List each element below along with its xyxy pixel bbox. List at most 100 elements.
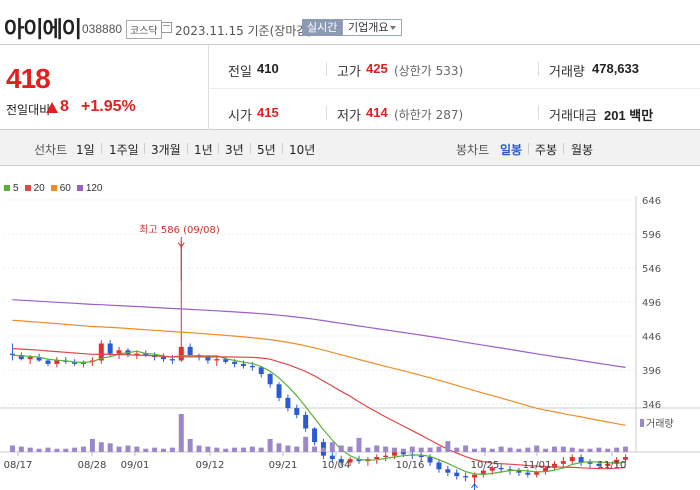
candle-body [516, 470, 522, 473]
volume-bar [107, 443, 113, 452]
candle-body [45, 360, 51, 364]
volume-bar [543, 448, 549, 452]
stat-separator [538, 106, 539, 120]
legend-label: 20 [33, 183, 45, 194]
candle-body [134, 353, 140, 356]
period-separator [187, 143, 188, 154]
volume-bar [232, 447, 238, 452]
volume-bar [374, 445, 380, 452]
candle-body [240, 363, 246, 366]
period-bar: 선차트 1일 1주일 3개월 1년 3년 5년 10년 봉차트 일봉 주봉 월봉 [0, 130, 700, 166]
volume-label: 거래량 [646, 418, 674, 430]
candle-daily[interactable]: 일봉 [500, 143, 523, 157]
candle-chart-label: 봉차트 [456, 143, 490, 157]
period-5year[interactable]: 5년 [257, 143, 276, 157]
candle-body [9, 353, 15, 356]
prev-close-label: 전일 [228, 65, 252, 80]
volume-bar [480, 447, 486, 452]
legend-label: 120 [85, 183, 103, 194]
period-3month[interactable]: 3개월 [151, 143, 181, 157]
candle-body [116, 350, 122, 354]
period-1day[interactable]: 1일 [76, 143, 95, 157]
current-price: 418 [6, 63, 51, 94]
volume-bar [63, 448, 69, 452]
period-10year[interactable]: 10년 [289, 143, 316, 157]
candle-body [472, 474, 477, 478]
change-label: 전일대비 [6, 103, 51, 117]
period-1week[interactable]: 1주일 [109, 143, 139, 157]
period-separator [218, 143, 219, 154]
volume-bar [196, 445, 202, 452]
candle-weekly[interactable]: 주봉 [535, 143, 558, 157]
volume-bar [223, 448, 229, 452]
volume-bar [472, 448, 477, 452]
candle-monthly[interactable]: 월봉 [571, 143, 594, 157]
period-1year[interactable]: 1년 [194, 143, 213, 157]
calendar-icon [161, 22, 172, 33]
y-tick-label: 646 [642, 196, 661, 207]
volume-bar [445, 441, 451, 452]
candle-body [463, 476, 469, 478]
candle-body [392, 452, 398, 456]
volume-bar [489, 448, 495, 452]
stock-name: 아이에이 [4, 18, 82, 43]
volume-bar [623, 446, 629, 452]
volume-bar [454, 447, 460, 452]
candle-body [605, 463, 611, 466]
volume-bar [98, 442, 104, 452]
x-tick-label: 10/04 [322, 460, 351, 471]
period-3year[interactable]: 3년 [225, 143, 244, 157]
period-separator [101, 143, 102, 154]
period-separator [250, 143, 251, 154]
volume-bar [303, 436, 309, 452]
candle-body [294, 408, 300, 415]
volume-bar [81, 446, 87, 452]
high-label: 고가 [337, 65, 361, 80]
volume-legend-swatch [640, 419, 644, 427]
candle-body [214, 359, 220, 361]
realtime-button[interactable]: 실시간 [302, 19, 343, 36]
legend-swatch [50, 185, 57, 192]
candle-body [223, 359, 229, 362]
date-text: 2023.11.15 기준(장마감) [175, 24, 313, 38]
candle-body [329, 455, 335, 460]
ma-line-60 [12, 319, 626, 426]
chart-legend: 5 20 60 120 [4, 183, 109, 194]
company-overview-button[interactable]: 기업개요 [342, 19, 403, 36]
x-tick-label: 11/10 [598, 460, 627, 471]
candle-body [383, 455, 389, 458]
volume-bar [409, 446, 415, 452]
candle-body [436, 462, 442, 470]
volume-bar [134, 446, 140, 452]
candle-body [72, 361, 78, 364]
candle-body [312, 428, 318, 443]
candle-body [18, 355, 24, 360]
high-arrow-icon [177, 242, 185, 248]
stock-chart[interactable]: 5 20 60 120 646 596 546 496 446 396 346 최고 586 (09… [0, 166, 700, 490]
candle-body [445, 469, 451, 473]
high-annotation: 최고 586 (09/08) [139, 224, 220, 236]
low-value: 414 [366, 105, 388, 120]
volume-bar [258, 447, 264, 452]
candle-body [205, 357, 211, 361]
volume-bar [516, 448, 522, 452]
x-tick-label: 10/25 [471, 460, 500, 471]
volume-bar [27, 447, 33, 452]
volume-bar [383, 446, 389, 452]
low-arrow-icon [471, 483, 478, 489]
prev-close-value: 410 [257, 61, 279, 76]
volume-bar [161, 448, 166, 452]
lower-limit: (하한가 287) [394, 108, 464, 122]
amount-value: 201 백만 [604, 108, 654, 123]
low-label: 저가 [337, 109, 361, 124]
volume-bar [214, 447, 220, 452]
legend-label: 5 [13, 183, 19, 194]
x-tick-label: 08/17 [4, 460, 33, 471]
candle-body [543, 467, 549, 472]
period-separator [563, 143, 564, 154]
y-tick-label: 346 [642, 400, 661, 411]
legend-label: 60 [59, 183, 71, 194]
x-tick-label: 09/12 [196, 460, 225, 471]
candle-body [161, 357, 166, 360]
